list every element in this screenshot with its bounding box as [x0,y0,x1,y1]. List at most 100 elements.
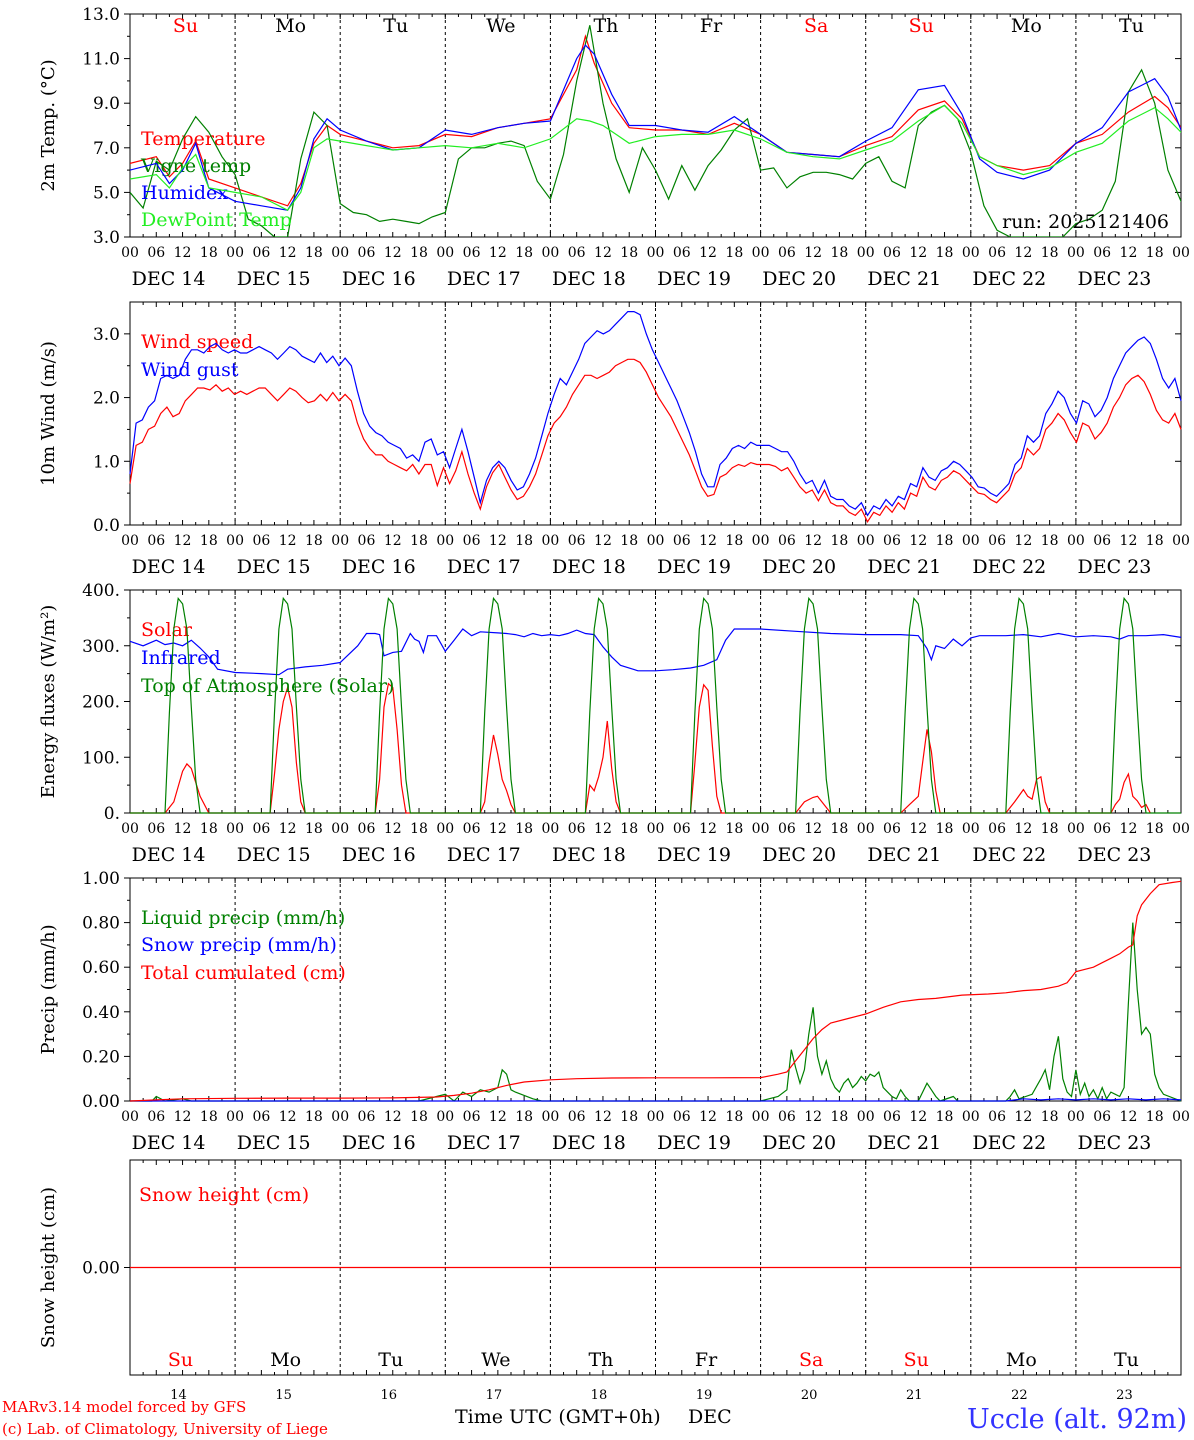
series-line-total-cumulated-cm- [129,880,1182,1102]
y-tick-label: 0.00 [82,1259,120,1279]
hour-tick-label: 00 [226,245,244,261]
date-label: DEC 21 [867,556,941,578]
y-tick-label: 0.00 [82,1092,120,1112]
legend-entry: Vigne temp [140,155,251,177]
hour-tick-label: 00 [121,533,139,549]
run-label: run: 2025121406 [1002,211,1169,233]
hour-tick-label: 18 [305,245,323,261]
hour-tick-label: 00 [857,1109,875,1125]
weekday-label: Su [904,1349,929,1371]
legend-entry: Total cumulated (cm) [141,962,346,984]
y-tick-label: 200. [82,693,120,713]
y-tick-label: 13.0 [82,5,120,25]
hour-tick-label: 00 [962,533,980,549]
x-axis-title: Time UTC (GMT+0h) [455,1406,661,1428]
date-label: DEC 20 [762,268,836,290]
date-label: DEC 21 [867,268,941,290]
station-label: Uccle (alt. 92m) [967,1404,1187,1435]
hour-tick-label: 18 [831,533,849,549]
y-axis-label: 10m Wind (m/s) [38,341,59,486]
hour-tick-label: 00 [226,533,244,549]
hour-tick-label: 12 [1120,1109,1138,1125]
hour-tick-label: 00 [331,821,349,837]
weekday-label: Mo [270,1349,301,1371]
hour-tick-label: 12 [1014,245,1032,261]
hour-tick-label: 06 [1093,245,1111,261]
hour-tick-label: 12 [279,533,297,549]
hour-tick-label: 12 [1014,821,1032,837]
hour-tick-label: 18 [936,533,954,549]
y-tick-label: 3.0 [93,325,120,345]
hour-tick-label: 12 [804,245,822,261]
hour-tick-label: 12 [594,533,612,549]
y-tick-label: 0.20 [82,1047,120,1067]
hour-tick-label: 06 [1093,533,1111,549]
panel-precip: 0.00 0.20 0.40 0.60 0.80 1.00 Precip (mm/h) Liq… [38,869,1190,1154]
hour-tick-label: 00 [1172,245,1190,261]
legend-entry: Top of Atmosphere (Solar) [141,675,394,697]
weekday-label: Mo [1006,1349,1037,1371]
hour-tick-label: 00 [121,245,139,261]
hour-tick-label: 18 [200,245,218,261]
hour-tick-label: 06 [673,245,691,261]
hour-tick-label: 00 [1067,821,1085,837]
hour-tick-label: 18 [620,245,638,261]
hour-tick-label: 00 [541,821,559,837]
day-number-label: 14 [170,1388,187,1403]
hour-tick-label: 18 [410,1109,428,1125]
y-tick-label: 0.80 [82,914,120,934]
hour-tick-label: 12 [174,1109,192,1125]
hour-tick-label: 12 [699,821,717,837]
date-label: DEC 20 [762,844,836,866]
hour-tick-label: 18 [725,1109,743,1125]
legend-entry: Wind speed [141,331,253,353]
hour-tick-label: 00 [647,821,665,837]
copyright-credit: (c) Lab. of Climatology, University of L… [2,1420,328,1438]
hour-tick-label: 12 [384,821,402,837]
hour-tick-label: 06 [252,821,270,837]
date-label: DEC 18 [552,1132,626,1154]
hour-tick-label: 18 [725,821,743,837]
hour-tick-label: 06 [252,1109,270,1125]
y-tick-label: 0.0 [93,516,120,536]
y-tick-label: 0. [104,804,120,824]
hour-tick-label: 12 [909,533,927,549]
series-line-vigne-temp [130,25,1181,237]
day-number-label: 21 [906,1388,923,1403]
hour-tick-label: 06 [147,245,165,261]
hour-tick-label: 06 [988,533,1006,549]
hour-tick-label: 00 [857,533,875,549]
hour-tick-label: 06 [568,533,586,549]
panel-energy: 0. 100. 200. 300. 400. Energy fluxes (W/m²) So… [38,581,1190,866]
hour-tick-label: 00 [436,821,454,837]
hour-tick-label: 06 [252,533,270,549]
series-line-humidex [130,44,1181,211]
date-label: DEC 22 [972,268,1046,290]
hour-tick-label: 00 [962,821,980,837]
hour-tick-label: 18 [831,821,849,837]
hour-tick-label: 12 [594,821,612,837]
y-tick-label: 3.0 [93,228,120,248]
legend-entry: Infrared [141,647,221,669]
hour-tick-label: 06 [568,1109,586,1125]
hour-tick-label: 00 [121,821,139,837]
hour-tick-label: 06 [988,821,1006,837]
date-label: DEC 14 [132,1132,206,1154]
hour-tick-label: 18 [936,1109,954,1125]
weekday-label: Tu [378,1349,403,1371]
day-number-label: 20 [801,1388,818,1403]
hour-tick-label: 18 [200,821,218,837]
date-label: DEC 19 [657,268,731,290]
hour-tick-label: 06 [988,245,1006,261]
hour-tick-label: 06 [1093,821,1111,837]
hour-tick-label: 18 [305,1109,323,1125]
series-line-temperature [130,34,1181,207]
date-label: DEC 19 [657,556,731,578]
date-label: DEC 18 [552,556,626,578]
month-label: DEC [688,1406,732,1428]
weekday-label: Sa [799,1349,823,1371]
hour-tick-label: 00 [1172,1109,1190,1125]
hour-tick-label: 00 [541,245,559,261]
y-tick-label: 400. [82,581,120,601]
hour-tick-label: 12 [594,1109,612,1125]
